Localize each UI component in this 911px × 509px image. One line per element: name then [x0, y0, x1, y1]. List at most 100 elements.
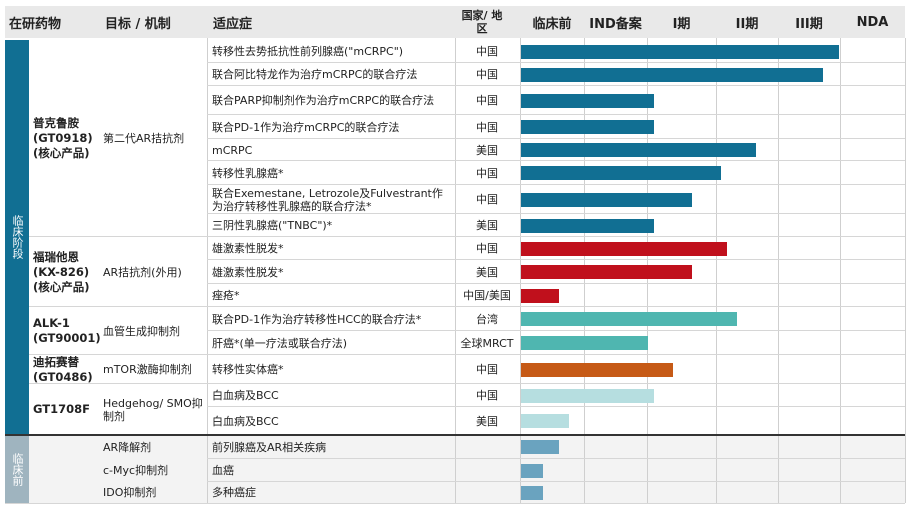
region-label [455, 435, 519, 459]
indication-label: 肝癌*(单一疗法或联合疗法) [212, 336, 348, 350]
stage-gridline [520, 38, 521, 503]
pipeline-bar [521, 388, 654, 403]
region-label: 全球MRCT [460, 336, 514, 350]
indication-label: 联合阿比特龙作为治疗mCRPC的联合疗法 [212, 68, 418, 81]
row-divider [207, 259, 905, 260]
row-divider [5, 434, 905, 436]
pipeline-bar [521, 166, 721, 180]
stage-label: NDA [856, 14, 889, 30]
region-label: 美国 [476, 219, 498, 232]
row-divider [207, 481, 905, 482]
indication-label: 转移性去势抵抗性前列腺癌("mCRPC") [212, 45, 404, 58]
indication-label: 雄激素性脱发* [212, 242, 284, 255]
row-divider [207, 62, 905, 63]
drug-target: 血管生成抑制剂 [103, 324, 180, 338]
header-band [5, 6, 905, 38]
stage-label: I期 [672, 16, 691, 32]
region-label [455, 459, 519, 482]
drug-target: 第二代AR拮抗剂 [103, 132, 185, 145]
drug-name: ALK-1 (GT90001) [33, 316, 101, 345]
section-preclinical-label: 临床前 [5, 436, 29, 503]
region-label: 中国 [476, 68, 498, 81]
preclinical-band [29, 436, 905, 503]
drug-name: 普克鲁胺 (GT0918) (核心产品) [33, 116, 93, 160]
stage-gridline [716, 38, 717, 503]
indication-label: 转移性乳腺癌* [212, 166, 284, 180]
pipeline-bar [521, 288, 559, 303]
indication-label: 白血病及BCC [212, 389, 279, 402]
stage-gridline [778, 38, 779, 503]
preclinical-target: AR降解剂 [103, 440, 152, 454]
region-label: 中国 [476, 94, 498, 107]
indication-label: mCRPC [212, 143, 253, 157]
pipeline-bar [521, 67, 823, 82]
pipeline-bar [521, 312, 737, 326]
drug-target: AR拮抗剂(外用) [103, 265, 182, 279]
row-divider [29, 383, 905, 384]
drug-target: Hedgehog/ SMO抑制剂 [103, 396, 203, 423]
region-label: 中国 [476, 45, 498, 58]
drug-name: 福瑞他恩 (KX-826) (核心产品) [33, 249, 90, 294]
region-label: 中国 [476, 389, 498, 402]
indication-label: 联合PD-1作为治疗转移性HCC的联合疗法* [212, 312, 422, 326]
stage-gridline [905, 38, 906, 503]
indication-label: 雄激素性脱发* [212, 265, 284, 279]
indication-label: 血癌 [212, 464, 234, 477]
drug-name: GT1708F [33, 402, 90, 416]
row-divider [207, 406, 905, 407]
row-divider [5, 503, 905, 504]
row-divider [207, 330, 905, 331]
indication-label: 联合PD-1作为治疗mCRPC的联合疗法 [212, 120, 400, 134]
region-label: 中国 [476, 120, 498, 134]
header-indication: 适应症 [213, 16, 253, 32]
row-divider [207, 85, 905, 86]
indication-label: 前列腺癌及AR相关疾病 [212, 440, 327, 454]
row-divider [207, 114, 905, 115]
pipeline-bar [521, 44, 839, 59]
region-label: 台湾 [476, 312, 498, 326]
preclinical-target: c-Myc抑制剂 [103, 464, 169, 477]
pipeline-bar [521, 265, 692, 279]
indication-label: 转移性实体癌* [212, 363, 284, 376]
region-label: 中国 [476, 363, 498, 376]
column-divider [455, 38, 456, 503]
header-country: 国家/ 地区 [461, 9, 503, 35]
pipeline-bar [521, 414, 569, 428]
pipeline-bar [521, 192, 692, 207]
region-label: 中国 [476, 166, 498, 180]
row-divider [207, 283, 905, 284]
pipeline-bar [521, 485, 543, 500]
indication-label: 三阴性乳腺癌("TNBC")* [212, 219, 333, 232]
drug-name: 迪拓赛替 (GT0486) [33, 354, 93, 384]
row-divider [207, 184, 905, 185]
stage-label: III期 [795, 16, 823, 32]
pipeline-bar [521, 463, 543, 478]
pipeline-bar [521, 241, 727, 256]
preclinical-target: IDO抑制剂 [103, 486, 157, 499]
region-label: 中国 [476, 193, 498, 206]
stage-gridline [840, 38, 841, 503]
pipeline-bar [521, 120, 654, 134]
region-label [455, 482, 519, 503]
column-divider [207, 38, 208, 503]
row-divider [207, 213, 905, 214]
header-target: 目标 / 机制 [105, 16, 171, 32]
pipeline-bar [521, 143, 756, 157]
row-divider [29, 236, 905, 237]
indication-label: 联合PARP抑制剂作为治疗mCRPC的联合疗法 [212, 94, 435, 107]
stage-label: 临床前 [532, 16, 572, 32]
indication-label: 痤疮* [212, 289, 240, 302]
indication-label: 联合Exemestane, Letrozole及Fulvestrant作为治疗转… [212, 186, 443, 213]
row-divider [207, 160, 905, 161]
row-divider [29, 306, 905, 307]
region-label: 美国 [476, 414, 498, 428]
pipeline-bar [521, 218, 654, 233]
region-label: 中国/美国 [463, 289, 511, 302]
indication-label: 多种癌症 [212, 486, 256, 499]
header-drug: 在研药物 [9, 16, 62, 32]
section-clinical-label: 临床阶段 [5, 40, 29, 434]
region-label: 中国 [476, 242, 498, 255]
region-label: 美国 [476, 143, 498, 157]
pipeline-bar [521, 336, 648, 350]
